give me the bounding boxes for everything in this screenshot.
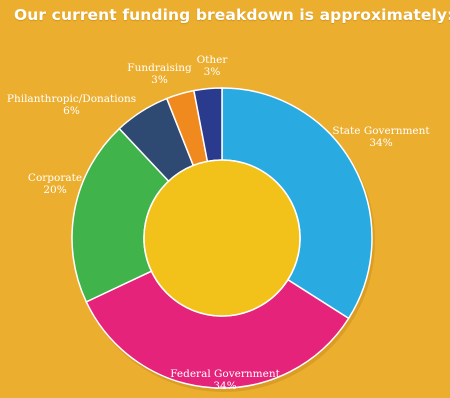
donut-center [143,159,301,317]
slice-name-corporate: Corporate [27,172,83,184]
slice-value-other: 3% [203,66,221,78]
slice-name-other: Other [196,54,228,66]
slice-label-fundraising: Fundraising 3% [122,62,197,86]
slice-label-federal-government: Federal Government 34% [165,368,285,392]
slice-value-philanthropic-donations: 6% [63,105,80,117]
slice-label-other: Other 3% [190,54,234,78]
slice-label-corporate: Corporate 20% [20,172,90,196]
slice-value-corporate: 20% [43,184,67,196]
slice-name-fundraising: Fundraising [127,62,192,74]
slice-name-state-government: State Government [332,125,430,137]
slice-value-state-government: 34% [369,137,393,149]
chart-title: Our current funding breakdown is approxi… [14,6,450,24]
slice-name-philanthropic-donations: Philanthropic/Donations [6,93,137,105]
slice-label-philanthropic-donations: Philanthropic/Donations 6% [4,93,139,117]
slice-label-state-government: State Government 34% [325,125,437,149]
slice-value-federal-government: 34% [213,380,237,392]
slice-value-fundraising: 3% [151,74,168,86]
slice-name-federal-government: Federal Government [170,368,280,380]
